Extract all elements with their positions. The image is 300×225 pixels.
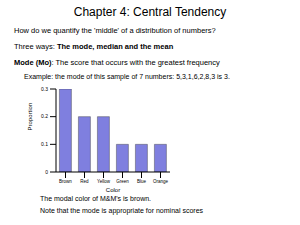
- html-text:Mode (Mo): The score that occu: Mode (Mo): The score that occurs with th…: [14, 58, 220, 67]
- svg-text:0.3: 0.3: [41, 86, 48, 92]
- html-text:Note that the mode is appropri: Note that the mode is appropriate for no…: [40, 207, 203, 214]
- svg-text:Color: Color: [106, 187, 120, 192]
- html-text:Example: the mode of this samp: Example: the mode of this sample of 7 nu…: [24, 73, 230, 80]
- svg-text:Brown: Brown: [59, 179, 72, 184]
- html-text:How do we quantify the 'middle: How do we quantify the 'middle' of a dis…: [14, 26, 216, 35]
- svg-text:Proportion: Proportion: [27, 103, 33, 131]
- html-text:The modal color of M&M's is br: The modal color of M&M's is brown.: [40, 195, 151, 202]
- svg-text:0.1: 0.1: [41, 141, 48, 147]
- svg-text:Blue: Blue: [137, 179, 147, 184]
- svg-text:0: 0: [45, 169, 48, 175]
- html-text:Chapter 4: Central Tendency: Chapter 4: Central Tendency: [73, 5, 227, 19]
- html-text:Three ways: The mode, median a: Three ways: The mode, median and the mea…: [14, 42, 174, 51]
- svg-text:Orange: Orange: [153, 179, 169, 184]
- svg-text:Green: Green: [116, 179, 129, 184]
- svg-text:Red: Red: [80, 179, 89, 184]
- svg-text:0.2: 0.2: [41, 113, 48, 119]
- svg-text:Yellow: Yellow: [97, 179, 111, 184]
